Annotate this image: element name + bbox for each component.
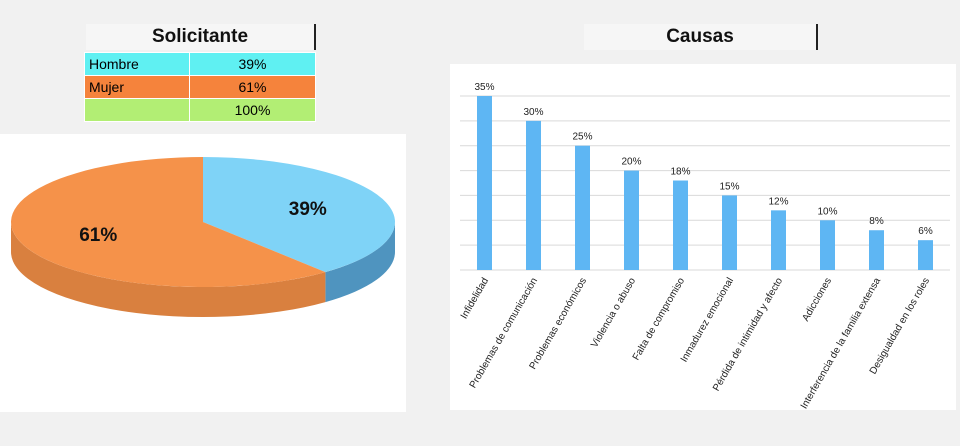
pie-data-label: 61% (79, 225, 117, 246)
pie-data-label: 39% (289, 199, 327, 220)
row-value-total: 100% (189, 98, 316, 122)
pie-panel: 39% 61% (0, 134, 406, 412)
bar-data-label: 18% (670, 167, 690, 178)
category-tick-label: Inmadurez emocional (679, 276, 736, 364)
bar-data-label: 30% (523, 107, 543, 118)
solicitante-title: Solicitante (86, 24, 316, 50)
table-row: Mujer 61% (84, 75, 316, 99)
category-tick-label: Problemas económicos (528, 276, 589, 372)
category-tick-label: Violencia o abuso (589, 276, 638, 350)
row-value-mujer: 61% (189, 75, 316, 99)
category-tick-label: Falta de compromiso (631, 276, 687, 363)
category-tick-label: Interferencia de la familia extensa (799, 276, 884, 410)
row-label-mujer: Mujer (84, 75, 190, 99)
bar-data-label: 35% (474, 82, 494, 93)
table-row: Hombre 39% (84, 52, 316, 76)
bar (918, 240, 933, 270)
bar (722, 195, 737, 270)
bar-data-label: 10% (817, 206, 837, 217)
bar-data-label: 20% (621, 157, 641, 168)
pie-slice-side-hombre (325, 222, 395, 303)
bar-data-label: 25% (572, 132, 592, 143)
pie-slice-side-mujer (10, 222, 326, 317)
bar-data-label: 6% (918, 226, 933, 237)
table-row: 100% (84, 98, 316, 122)
pie-chart: 39% 61% (10, 157, 396, 317)
bar-data-label: 15% (719, 181, 739, 192)
bar (624, 170, 639, 270)
row-value-hombre: 39% (189, 52, 316, 76)
bar (477, 96, 492, 270)
pie-slice-hombre (203, 157, 396, 273)
pie-slice-mujer (11, 157, 326, 287)
bar-data-label: 12% (768, 196, 788, 207)
bar-panel: 35% Infidelidad 30% Problemas de comunicaci… (450, 64, 956, 411)
bar (820, 220, 835, 270)
bar (575, 145, 590, 270)
category-tick-label: Infidelidad (459, 276, 491, 321)
row-label-hombre: Hombre (84, 52, 190, 76)
solicitante-table: Hombre 39% Mujer 61% 100% (84, 52, 316, 122)
bar (526, 120, 541, 270)
bar-data-label: 8% (869, 216, 884, 227)
category-tick-label: Adicciones (800, 276, 834, 323)
causas-title: Causas (584, 24, 818, 50)
row-label-total (84, 98, 190, 122)
bar (771, 210, 786, 270)
bar (673, 180, 688, 270)
bar (869, 230, 884, 270)
